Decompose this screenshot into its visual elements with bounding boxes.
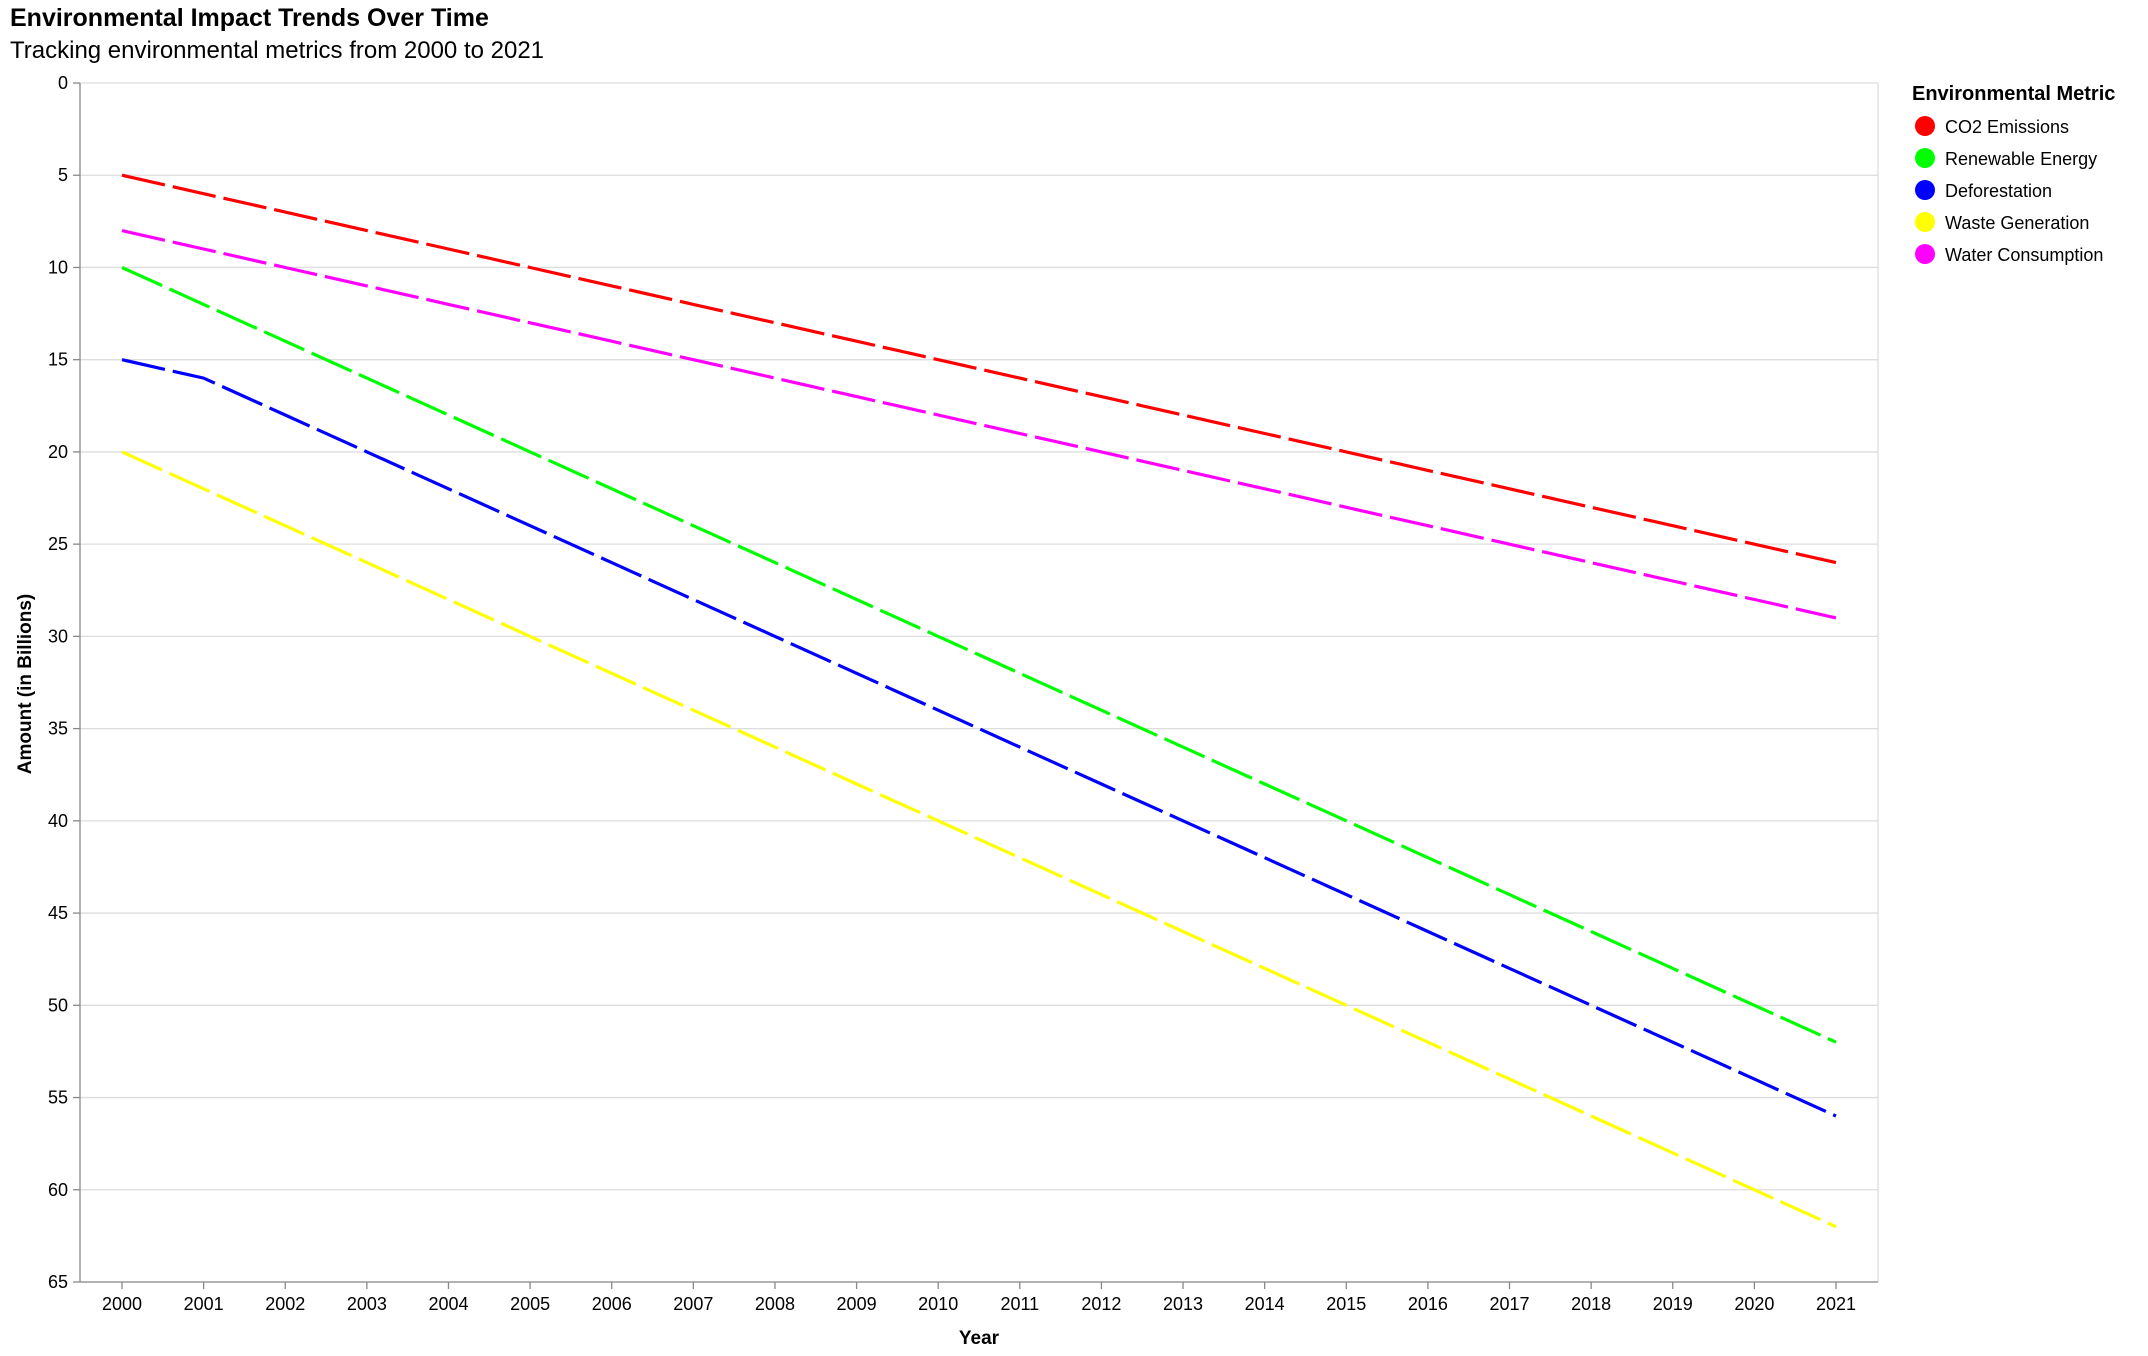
x-tick-label: 2018: [1571, 1294, 1611, 1314]
x-tick-label: 2020: [1734, 1294, 1774, 1314]
legend-label: CO2 Emissions: [1945, 117, 2069, 137]
legend-swatch: [1915, 180, 1935, 200]
legend-swatch: [1915, 244, 1935, 264]
legend-label: Waste Generation: [1945, 213, 2089, 233]
x-tick-label: 2012: [1081, 1294, 1121, 1314]
y-tick-label: 15: [48, 350, 68, 370]
x-tick-label: 2013: [1163, 1294, 1203, 1314]
y-tick-label: 50: [48, 995, 68, 1015]
series-line-co2-emissions: [121, 173, 1837, 565]
legend-label: Deforestation: [1945, 181, 2052, 201]
y-tick-label: 35: [48, 719, 68, 739]
x-tick-label: 2008: [755, 1294, 795, 1314]
x-tick-label: 2003: [347, 1294, 387, 1314]
x-tick-label: 2019: [1653, 1294, 1693, 1314]
chart-subtitle: Tracking environmental metrics from 2000…: [10, 37, 545, 64]
y-tick-label: 45: [48, 903, 68, 923]
legend-swatch: [1915, 148, 1935, 168]
y-tick-label: 40: [48, 811, 68, 831]
x-tick-label: 2001: [184, 1294, 224, 1314]
x-tick-label: 2002: [265, 1294, 305, 1314]
x-axis-title: Year: [959, 1328, 1000, 1349]
legend-label: Renewable Energy: [1945, 149, 2097, 169]
legend-swatch: [1915, 212, 1935, 232]
gridlines: [80, 82, 1879, 1283]
y-tick-label: 25: [48, 534, 68, 554]
y-tick-label: 10: [48, 257, 68, 277]
x-tick-label: 2017: [1490, 1294, 1530, 1314]
x-tick-label: 2016: [1408, 1294, 1448, 1314]
x-tick-label: 2009: [837, 1294, 877, 1314]
legend-title: Environmental Metric: [1912, 83, 2115, 105]
x-tick-label: 2010: [918, 1294, 958, 1314]
legend-swatch: [1915, 116, 1935, 136]
x-tick-label: 2015: [1326, 1294, 1366, 1314]
y-tick-label: 60: [48, 1180, 68, 1200]
series-line-renewable-energy: [121, 266, 1837, 1044]
x-tick-label: 2005: [510, 1294, 550, 1314]
y-tick-label: 0: [58, 73, 68, 93]
y-tick-label: 5: [58, 165, 68, 185]
legend-label: Water Consumption: [1945, 245, 2103, 265]
y-tick-label: 55: [48, 1088, 68, 1108]
chart-title: Environmental Impact Trends Over Time: [10, 4, 489, 32]
series-lines: [121, 173, 1837, 1229]
x-tick-label: 2011: [1000, 1294, 1039, 1314]
x-tick-label: 2004: [428, 1294, 468, 1314]
series-line-deforestation: [121, 358, 1837, 1118]
series-line-water-consumption: [121, 229, 1837, 620]
legend: Environmental Metric CO2 Emissions Renewa…: [1912, 83, 2115, 265]
series-line-waste-generation: [121, 450, 1837, 1229]
x-tick-label: 2007: [673, 1294, 713, 1314]
y-tick-label: 30: [48, 626, 68, 646]
y-tick-label: 20: [48, 442, 68, 462]
x-tick-label: 2014: [1245, 1294, 1285, 1314]
x-tick-label: 2021: [1816, 1294, 1856, 1314]
y-tick-label: 65: [48, 1272, 68, 1292]
x-tick-label: 2000: [102, 1294, 142, 1314]
axes: 0 5 10 15 20 25 30 35 40 45 50 55 60 65 2000 2001 2002 20…: [48, 73, 1878, 1314]
y-axis-title: Amount (in Billions): [15, 594, 36, 774]
x-tick-label: 2006: [592, 1294, 632, 1314]
